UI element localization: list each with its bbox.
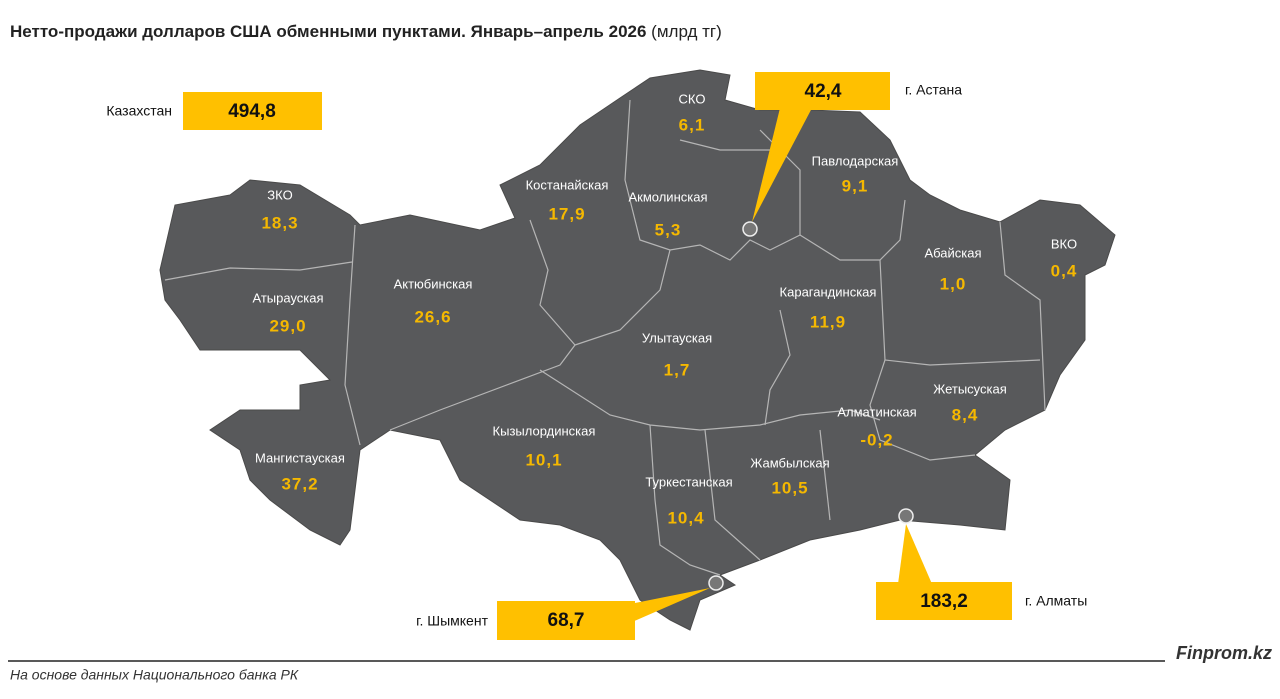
region-value: 10,5 bbox=[771, 478, 808, 497]
city-box bbox=[755, 72, 890, 110]
region-name: Актюбинская bbox=[394, 276, 473, 291]
region-labels: СКО 6,1 Павлодарская 9,1 Костанайская 17… bbox=[252, 91, 1077, 527]
total-value: 494,8 bbox=[228, 101, 276, 122]
callout-pointer bbox=[630, 588, 710, 622]
region-value: 37,2 bbox=[281, 474, 318, 493]
source-note: На основе данных Национального банка РК bbox=[10, 667, 299, 683]
unit: (млрд тг) bbox=[651, 22, 722, 41]
region-value: 10,4 bbox=[667, 508, 704, 527]
region-name: Жамбылская bbox=[750, 455, 829, 470]
city-value: 183,2 bbox=[920, 591, 968, 612]
city-name: г. Шымкент bbox=[416, 613, 488, 629]
region-name: Акмолинская bbox=[628, 189, 707, 204]
region-value: 1,0 bbox=[940, 274, 967, 293]
city-name: г. Астана bbox=[905, 82, 962, 98]
region-name: Улытауская bbox=[642, 330, 712, 345]
region-name: Кызылординская bbox=[493, 423, 596, 438]
city-marker bbox=[898, 508, 914, 524]
city-marker bbox=[742, 221, 758, 237]
city-marker bbox=[708, 575, 724, 591]
region-value: 0,4 bbox=[1051, 261, 1078, 280]
map-outline bbox=[159, 69, 1116, 631]
region-value: 18,3 bbox=[261, 213, 298, 232]
region-name: Жетысуская bbox=[933, 381, 1007, 396]
region-value: 29,0 bbox=[269, 316, 306, 335]
region-name: ЗКО bbox=[267, 187, 292, 202]
total-box bbox=[183, 92, 322, 130]
region-value: 8,4 bbox=[952, 405, 979, 424]
callout-pointer bbox=[752, 108, 812, 222]
region-name: Атырауская bbox=[252, 290, 323, 305]
region-name: СКО bbox=[679, 91, 706, 106]
region-value: 5,3 bbox=[655, 220, 682, 239]
city-value: 42,4 bbox=[805, 81, 842, 102]
region-name: Абайская bbox=[924, 245, 981, 260]
callout-pointer bbox=[898, 524, 932, 584]
region-name: Павлодарская bbox=[812, 153, 899, 168]
region-value: 11,9 bbox=[810, 312, 846, 331]
region-name: ВКО bbox=[1051, 236, 1077, 251]
city-name: г. Алматы bbox=[1025, 593, 1087, 609]
region-value: 1,7 bbox=[664, 360, 691, 379]
region-value: 26,6 bbox=[414, 307, 451, 326]
total-label: Казахстан bbox=[106, 103, 172, 119]
region-value: 6,1 bbox=[679, 115, 706, 134]
region-name: Мангистауская bbox=[255, 450, 345, 465]
region-value: 10,1 bbox=[525, 450, 562, 469]
region-name: Карагандинская bbox=[780, 284, 877, 299]
region-name: Алматинская bbox=[837, 404, 916, 419]
city-box bbox=[497, 601, 635, 640]
city-box bbox=[876, 582, 1012, 620]
region-name: Туркестанская bbox=[645, 474, 732, 489]
region-borders bbox=[164, 99, 1046, 576]
city-value: 68,7 bbox=[548, 610, 585, 631]
region-value: 9,1 bbox=[842, 176, 869, 195]
title: Нетто-продажи долларов США обменными пун… bbox=[10, 22, 722, 41]
region-value: 17,9 bbox=[548, 204, 585, 223]
region-value: -0,2 bbox=[860, 430, 893, 449]
brand: Finprom.kz bbox=[1176, 643, 1272, 663]
region-name: Костанайская bbox=[526, 177, 609, 192]
title-text: Нетто-продажи долларов США обменными пун… bbox=[10, 22, 646, 41]
